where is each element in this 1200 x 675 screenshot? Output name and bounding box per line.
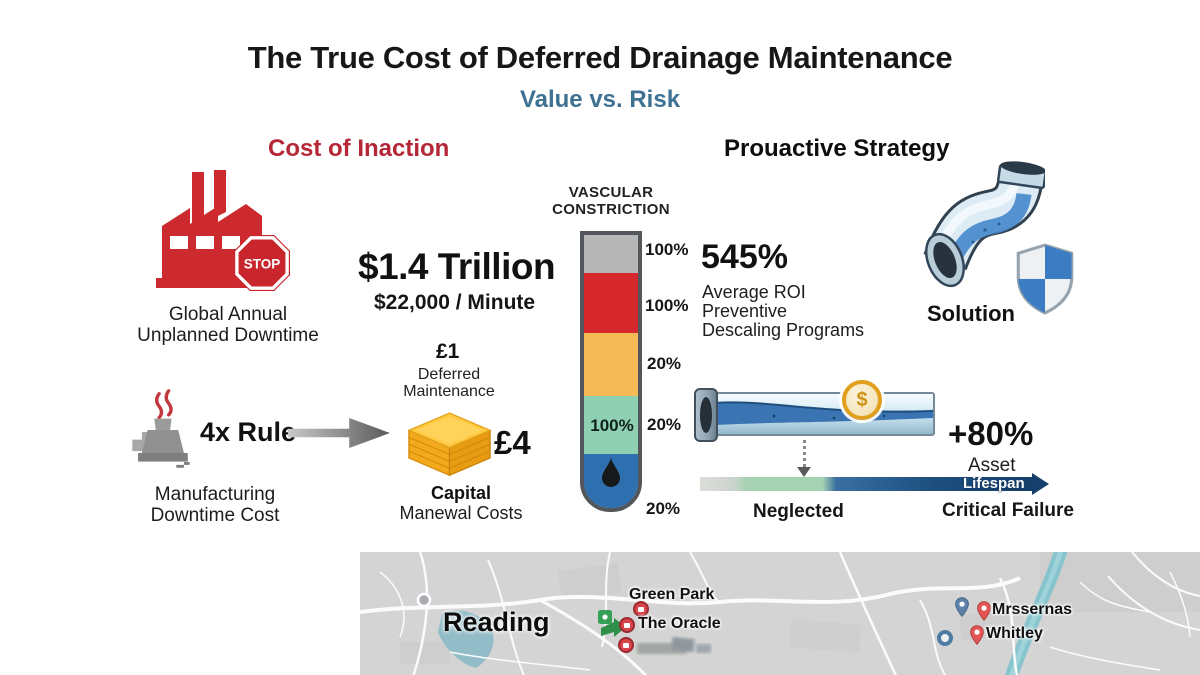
coin-symbol: $	[856, 388, 868, 411]
ratio-big-caption-line1: Capital	[430, 483, 491, 503]
pipe-opening	[700, 397, 712, 433]
ratio-big-caption-line2: Manewal Costs	[399, 503, 523, 523]
rule4x-caption-line2: Downtime Cost	[150, 505, 280, 526]
tube-segment-1	[584, 273, 638, 333]
pipe-elbow-icon	[923, 161, 1045, 288]
map-badge-unlabeled	[618, 637, 634, 653]
map-marker-label-the-oracle: The Oracle	[638, 615, 721, 632]
droplet-icon	[602, 457, 620, 487]
page-subtitle: Value vs. Risk	[519, 86, 681, 113]
roi-value: 545%	[701, 238, 788, 276]
map-pin-mrssernas-icon	[977, 601, 991, 621]
badge-glyph	[624, 622, 630, 628]
ratio-small-caption-line1: Deferred	[417, 366, 481, 383]
tube-label-0: 100%	[645, 240, 689, 259]
roi-caption-line3: Descaling Programs	[702, 320, 865, 340]
downtime-caption-line1: Global Annual	[168, 304, 288, 325]
map-badge-the-oracle	[619, 617, 635, 633]
map-badge-green-park	[633, 601, 649, 617]
stop-sign-label: STOP	[244, 256, 281, 271]
roi-caption-line2: Preventive	[702, 301, 788, 321]
stop-sign-icon: STOP	[233, 234, 291, 292]
map-city-label: Reading	[443, 607, 550, 637]
downtime-caption-line2: Unplanned Downtime	[137, 325, 319, 346]
rule4x-caption-line1: Manufacturing	[154, 484, 276, 505]
lifespan-bar	[700, 477, 1032, 491]
tube-label-3: 20%	[647, 415, 682, 434]
shield-icon	[1016, 243, 1074, 315]
constriction-tube	[580, 231, 642, 512]
bar-right-label: Critical Failure	[942, 500, 1074, 521]
tube-segment-4	[584, 454, 638, 508]
tube-inner-label: 100%	[590, 416, 634, 435]
right-section-header: Prouactive Strategy	[724, 135, 950, 162]
map-marker-label-mrssernas: Mrssernas	[992, 601, 1073, 618]
downtime-cost-value: $1.4 Trillion	[358, 246, 556, 287]
rule4x-value: 4x Rule	[200, 417, 297, 447]
lifespan-bar-arrow	[1032, 473, 1049, 495]
tube-segment-2	[584, 333, 638, 396]
pipe-icon	[712, 392, 935, 436]
gauge-title: VASCULAR CONSTRICTION	[536, 184, 686, 218]
roi-caption-line1: Average ROI	[702, 282, 806, 302]
ratio-small-value: £1	[436, 340, 460, 363]
money-stack-icon	[407, 412, 492, 477]
tube-label-4: 20%	[646, 499, 681, 518]
map-marker-label-green-park: Green Park	[629, 586, 715, 603]
map	[360, 552, 1200, 675]
lifespan-value: +80%	[948, 415, 1034, 452]
tube-label-2: 20%	[647, 354, 682, 373]
arrow-right-icon	[288, 418, 390, 448]
ratio-small-caption: Deferred Maintenance	[389, 366, 509, 400]
page-title: The True Cost of Deferred Drainage Maint…	[247, 40, 953, 75]
lifespan-bar-label: Lifespan	[963, 475, 1025, 492]
left-section-header: Cost of Inaction	[268, 135, 450, 162]
gauge-title-line2: CONSTRICTION	[552, 201, 670, 218]
map-circle-marker-blue	[937, 630, 953, 646]
tube-segment-0	[584, 235, 638, 273]
bar-left-label: Neglected	[753, 501, 844, 522]
gauge-title-line1: VASCULAR	[568, 184, 654, 201]
lifespan-caption: Asset	[968, 455, 1016, 476]
pipe-flow	[714, 401, 933, 425]
ratio-big-value: £4	[494, 424, 531, 461]
tube-segment-3	[584, 396, 638, 454]
roi-caption: Average ROI Preventive Descaling Program…	[702, 283, 864, 340]
solution-label: Solution	[927, 301, 1015, 326]
map-marker-label-whitley: Whitley	[986, 625, 1043, 642]
tube-label-1: 100%	[645, 296, 689, 315]
downtime-caption: Global Annual Unplanned Downtime	[128, 304, 328, 346]
down-arrow-icon	[797, 467, 811, 477]
rule4x-caption: Manufacturing Downtime Cost	[135, 484, 295, 526]
ratio-small-caption-line2: Maintenance	[403, 383, 495, 400]
small-factory-icon	[132, 389, 190, 468]
map-pin-blue-icon	[955, 597, 969, 617]
badge-glyph	[623, 642, 629, 648]
dotted-line	[803, 440, 806, 467]
map-roads	[360, 552, 1200, 675]
badge-glyph	[638, 606, 644, 612]
downtime-cost-rate: $22,000 / Minute	[374, 291, 536, 314]
dollar-coin-icon: $	[842, 380, 882, 420]
map-pin-whitley-icon	[970, 625, 984, 645]
